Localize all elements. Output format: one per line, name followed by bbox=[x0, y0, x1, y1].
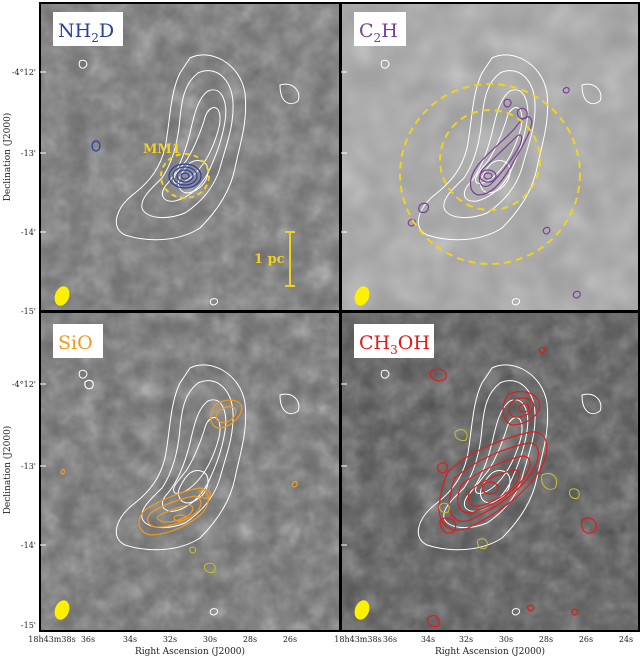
x-axis-right: 18h43m38s 36s 34s 32s 30s 28s 26s 24s Ri… bbox=[334, 635, 633, 657]
label-c2h-text: C2H bbox=[359, 20, 398, 45]
beam-nh2d bbox=[54, 286, 70, 306]
y-axis-top: -4°12' -13' -14' -15' Declination (J2000… bbox=[2, 68, 36, 316]
nh2d-contours bbox=[91, 140, 202, 189]
xlabel-right: Right Ascension (J2000) bbox=[435, 646, 545, 657]
xtick-left-4: 30s bbox=[203, 635, 217, 644]
ylabel-top: Declination (J2000) bbox=[2, 113, 13, 202]
sio-contours bbox=[60, 379, 298, 536]
panel-nh2d bbox=[40, 3, 340, 311]
label-nh2d-text: NH2D bbox=[58, 20, 114, 45]
xtick-right-1: 36s bbox=[383, 635, 397, 644]
ytick-bottom-0: -4°12' bbox=[12, 380, 36, 389]
label-sio-text: SiO bbox=[58, 332, 93, 354]
tick-marks bbox=[40, 71, 347, 546]
ytick-top-1: -13' bbox=[21, 149, 36, 158]
y-axis-bottom: -4°12' -13' -14' -15' Declination (J2000… bbox=[2, 380, 36, 630]
xlabel-left: Right Ascension (J2000) bbox=[135, 646, 245, 657]
xtick-right-7: 24s bbox=[619, 635, 633, 644]
mm1-label: MM1 bbox=[143, 142, 181, 157]
c2h-contours bbox=[407, 86, 581, 299]
xtick-right-2: 34s bbox=[421, 635, 435, 644]
ytick-bottom-2: -14' bbox=[21, 541, 36, 550]
xtick-left-0: 18h43m38s bbox=[28, 635, 75, 644]
xtick-left-5: 28s bbox=[243, 635, 257, 644]
beam-sio bbox=[54, 600, 70, 620]
x-axis-left: 18h43m38s 36s 34s 32s 30s 28s 26s Right … bbox=[28, 635, 297, 657]
xtick-right-6: 26s bbox=[579, 635, 593, 644]
label-ch3oh-text: CH3OH bbox=[359, 332, 430, 357]
ytick-bottom-1: -13' bbox=[21, 462, 36, 471]
xtick-right-5: 28s bbox=[539, 635, 553, 644]
label-ch3oh: CH3OH bbox=[354, 324, 434, 358]
xtick-right-0: 18h43m38s bbox=[334, 635, 381, 644]
xtick-left-3: 32s bbox=[163, 635, 177, 644]
mm1-dashed-circle bbox=[160, 153, 210, 199]
ytick-top-0: -4°12' bbox=[12, 68, 36, 77]
xtick-left-2: 34s bbox=[123, 635, 137, 644]
label-sio: SiO bbox=[53, 324, 103, 358]
panel-sio bbox=[40, 313, 340, 631]
label-nh2d: NH2D bbox=[53, 12, 123, 46]
label-c2h: C2H bbox=[354, 12, 406, 46]
xtick-left-6: 26s bbox=[283, 635, 297, 644]
beam-ch3oh bbox=[354, 600, 370, 620]
ch3oh-yellow-contours bbox=[439, 429, 580, 549]
xtick-left-1: 36s bbox=[81, 635, 95, 644]
panel-ch3oh bbox=[342, 313, 639, 631]
ytick-top-3: -15' bbox=[21, 307, 36, 316]
ylabel-bottom: Declination (J2000) bbox=[2, 426, 13, 515]
scalebar-label: 1 pc bbox=[254, 252, 285, 267]
xtick-right-3: 32s bbox=[459, 635, 473, 644]
ytick-bottom-3: -15' bbox=[21, 621, 36, 630]
panel-frames bbox=[39, 2, 640, 632]
c2h-dashed-circles bbox=[399, 83, 581, 265]
ch3oh-contours bbox=[427, 346, 597, 628]
sio-yellow-contours bbox=[189, 546, 216, 573]
scalebar: 1 pc bbox=[254, 231, 295, 287]
xtick-right-4: 30s bbox=[499, 635, 513, 644]
beam-c2h bbox=[354, 286, 370, 306]
ytick-top-2: -14' bbox=[21, 228, 36, 237]
